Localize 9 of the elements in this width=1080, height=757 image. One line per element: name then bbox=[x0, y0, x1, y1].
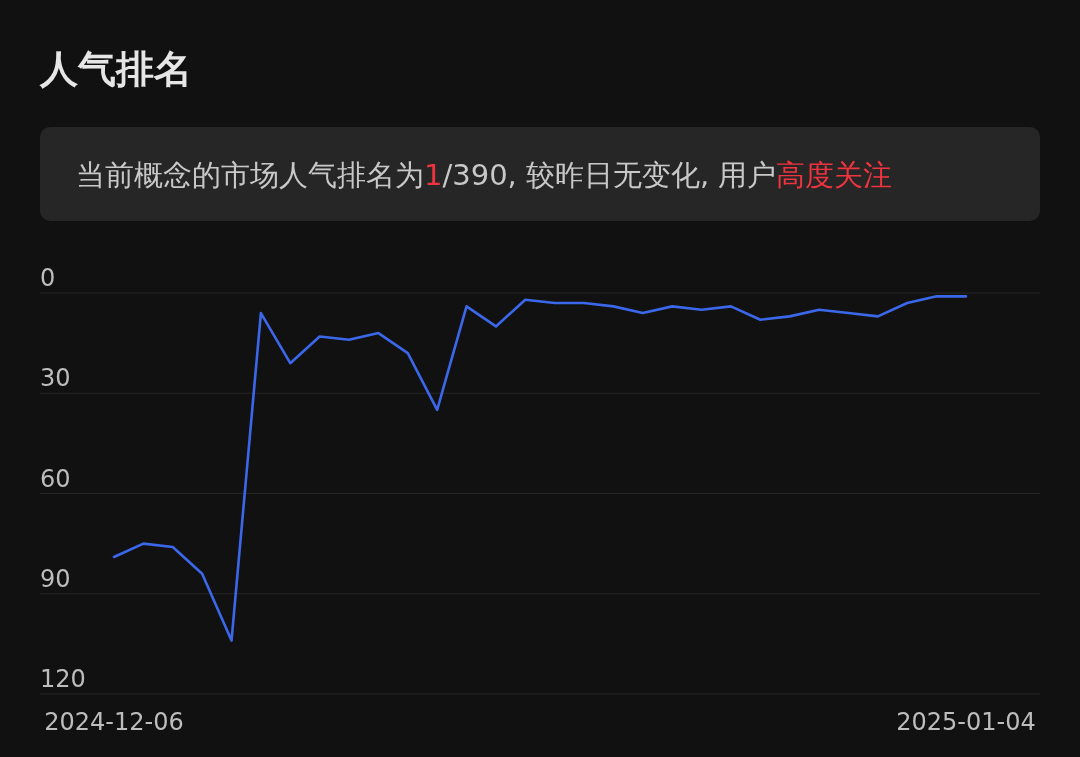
y-tick-label: 60 bbox=[40, 464, 71, 493]
y-tick-label: 90 bbox=[40, 564, 71, 593]
y-tick-label: 0 bbox=[40, 264, 56, 292]
y-tick-label: 120 bbox=[40, 665, 86, 693]
x-tick-label: 2024-12-06 bbox=[44, 708, 184, 736]
chart-title: 人气排名 bbox=[39, 47, 192, 91]
chart-subtitle: 当前概念的市场人气排名为1/390, 较昨日无变化, 用户高度关注 bbox=[76, 158, 893, 192]
x-tick-label: 2025-01-04 bbox=[896, 708, 1036, 736]
y-tick-label: 30 bbox=[40, 364, 71, 393]
